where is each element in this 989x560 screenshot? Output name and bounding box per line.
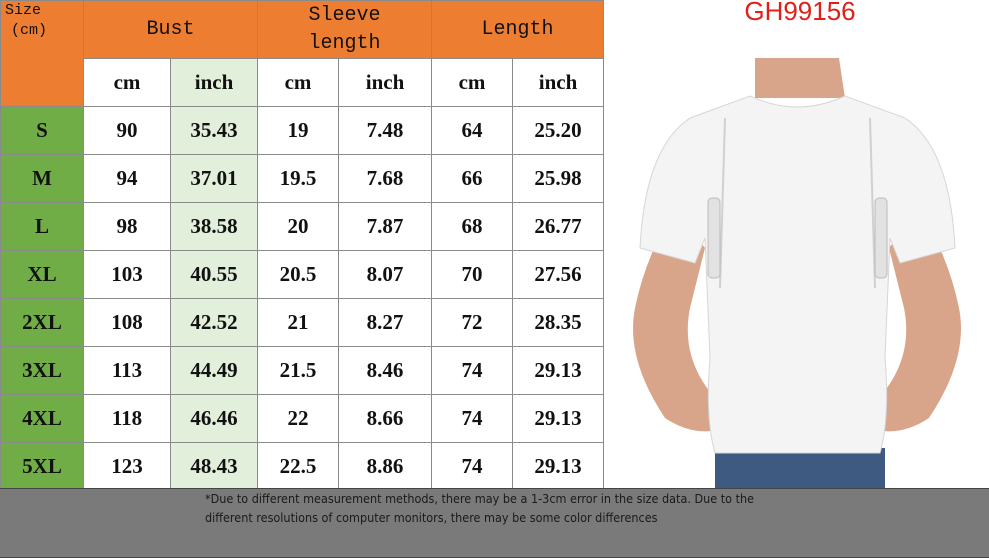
value-cell: 8.27	[338, 298, 432, 347]
disclaimer-band: *Due to different measurement methods, t…	[0, 488, 989, 558]
value-cell: 20	[257, 202, 339, 251]
sleeve-label-2: length	[308, 31, 381, 55]
value-cell: 64	[431, 106, 513, 155]
unit-header: inch	[512, 58, 604, 107]
value-cell: 7.68	[338, 154, 432, 203]
value-cell: 74	[431, 346, 513, 395]
size-chart-table: Size (cm) Bust Sleeve length Length cm inch…	[0, 0, 604, 491]
jeans	[715, 448, 885, 488]
value-cell: 74	[431, 394, 513, 443]
bust-label: Bust	[146, 17, 195, 41]
value-cell: 35.43	[170, 106, 258, 155]
value-cell: 37.01	[170, 154, 258, 203]
size-cell: XL	[0, 250, 84, 299]
value-cell: 29.13	[512, 442, 604, 491]
table-row: 5XL 123 48.43 22.5 8.86 74 29.13	[0, 442, 604, 491]
unit-row: cm inch cm inch cm inch	[1, 58, 604, 107]
size-header-unit: (cm)	[11, 22, 48, 39]
value-cell: 68	[431, 202, 513, 251]
size-cell: S	[0, 106, 84, 155]
length-header: Length	[431, 0, 604, 59]
value-cell: 46.46	[170, 394, 258, 443]
value-cell: 38.58	[170, 202, 258, 251]
size-cell: L	[0, 202, 84, 251]
left-arm	[633, 208, 725, 432]
value-cell: 8.86	[338, 442, 432, 491]
left-pocket	[707, 197, 721, 279]
right-arm	[869, 208, 961, 432]
value-cell: 42.52	[170, 298, 258, 347]
size-header: Size (cm)	[0, 0, 84, 107]
neck	[755, 58, 845, 98]
value-cell: 25.20	[512, 106, 604, 155]
value-cell: 28.35	[512, 298, 604, 347]
value-cell: 8.46	[338, 346, 432, 395]
length-label: Length	[481, 17, 554, 41]
size-cell: 4XL	[0, 394, 84, 443]
value-cell: 26.77	[512, 202, 604, 251]
unit-header: cm	[257, 58, 339, 107]
size-cell: 3XL	[0, 346, 84, 395]
table-row: XL 103 40.55 20.5 8.07 70 27.56	[0, 250, 604, 299]
table-row: 4XL 118 46.46 22 8.66 74 29.13	[0, 394, 604, 443]
value-cell: 123	[83, 442, 171, 491]
value-cell: 19.5	[257, 154, 339, 203]
value-cell: 27.56	[512, 250, 604, 299]
value-cell: 98	[83, 202, 171, 251]
value-cell: 44.49	[170, 346, 258, 395]
table-row: S 90 35.43 19 7.48 64 25.20	[0, 106, 604, 155]
right-pocket	[874, 197, 888, 279]
disclaimer-text: *Due to different measurement methods, t…	[205, 491, 755, 525]
size-cell: 2XL	[0, 298, 84, 347]
value-cell: 90	[83, 106, 171, 155]
value-cell: 103	[83, 250, 171, 299]
value-cell: 94	[83, 154, 171, 203]
white-tshirt	[639, 95, 956, 454]
unit-header: inch	[170, 58, 258, 107]
value-cell: 108	[83, 298, 171, 347]
value-cell: 22.5	[257, 442, 339, 491]
value-cell: 70	[431, 250, 513, 299]
value-cell: 40.55	[170, 250, 258, 299]
value-cell: 25.98	[512, 154, 604, 203]
unit-header: cm	[83, 58, 171, 107]
table-row: M 94 37.01 19.5 7.68 66 25.98	[0, 154, 604, 203]
value-cell: 48.43	[170, 442, 258, 491]
table-row: L 98 38.58 20 7.87 68 26.77	[0, 202, 604, 251]
unit-header: cm	[431, 58, 513, 107]
value-cell: 66	[431, 154, 513, 203]
sleeve-label-1: Sleeve	[308, 3, 381, 27]
bust-header: Bust	[83, 0, 258, 59]
value-cell: 21	[257, 298, 339, 347]
value-cell: 8.07	[338, 250, 432, 299]
value-cell: 20.5	[257, 250, 339, 299]
size-cell: M	[0, 154, 84, 203]
value-cell: 19	[257, 106, 339, 155]
value-cell: 7.48	[338, 106, 432, 155]
product-photo	[605, 58, 989, 488]
value-cell: 72	[431, 298, 513, 347]
unit-header: inch	[338, 58, 432, 107]
value-cell: 7.87	[338, 202, 432, 251]
value-cell: 29.13	[512, 394, 604, 443]
value-cell: 74	[431, 442, 513, 491]
value-cell: 21.5	[257, 346, 339, 395]
value-cell: 8.66	[338, 394, 432, 443]
product-code: GH99156	[744, 0, 856, 26]
table-row: 2XL 108 42.52 21 8.27 72 28.35	[0, 298, 604, 347]
value-cell: 22	[257, 394, 339, 443]
size-header-label: Size	[5, 2, 42, 19]
sleeve-header: Sleeve length	[257, 0, 432, 59]
table-row: 3XL 113 44.49 21.5 8.46 74 29.13	[0, 346, 604, 395]
value-cell: 113	[83, 346, 171, 395]
value-cell: 29.13	[512, 346, 604, 395]
size-cell: 5XL	[0, 442, 84, 491]
value-cell: 118	[83, 394, 171, 443]
